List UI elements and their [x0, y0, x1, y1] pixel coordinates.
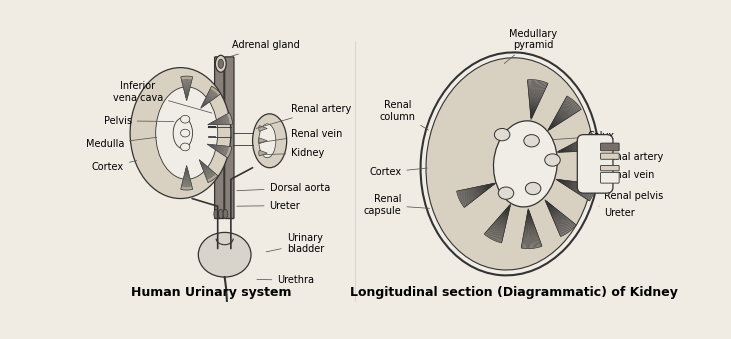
Wedge shape: [181, 165, 193, 190]
Wedge shape: [259, 138, 268, 144]
Wedge shape: [521, 208, 542, 248]
Ellipse shape: [181, 129, 190, 137]
Wedge shape: [208, 113, 232, 125]
Wedge shape: [200, 86, 221, 108]
Ellipse shape: [499, 187, 514, 199]
Text: Longitudinal section (Diagrammatic) of Kidney: Longitudinal section (Diagrammatic) of K…: [350, 286, 678, 299]
FancyBboxPatch shape: [601, 143, 619, 151]
Ellipse shape: [156, 87, 218, 179]
Ellipse shape: [545, 154, 560, 166]
Ellipse shape: [216, 55, 226, 72]
Wedge shape: [457, 183, 496, 207]
Wedge shape: [207, 144, 232, 158]
Ellipse shape: [219, 209, 223, 219]
Text: Renal pelvis: Renal pelvis: [599, 191, 664, 201]
Text: Renal vein: Renal vein: [260, 129, 343, 143]
Ellipse shape: [198, 233, 251, 277]
Text: Urinary
bladder: Urinary bladder: [266, 233, 324, 255]
Text: Urethra: Urethra: [257, 275, 314, 285]
Text: Ureter: Ureter: [599, 206, 635, 218]
Ellipse shape: [173, 118, 192, 148]
Ellipse shape: [218, 59, 224, 68]
Wedge shape: [545, 200, 576, 237]
Text: Cortex: Cortex: [92, 161, 137, 172]
Ellipse shape: [223, 209, 228, 219]
Wedge shape: [556, 179, 596, 201]
Text: Human Urinary system: Human Urinary system: [132, 286, 292, 299]
Text: Ureter: Ureter: [237, 201, 300, 211]
FancyBboxPatch shape: [601, 153, 619, 159]
Ellipse shape: [494, 122, 556, 206]
Text: Inferior
vena cava: Inferior vena cava: [113, 81, 212, 113]
Wedge shape: [484, 204, 511, 243]
Wedge shape: [259, 125, 268, 131]
Text: Renal vein: Renal vein: [598, 163, 654, 180]
Text: Renal
capsule: Renal capsule: [363, 194, 430, 216]
Text: Dorsal aorta: Dorsal aorta: [237, 183, 330, 193]
Ellipse shape: [494, 128, 510, 141]
Text: Cortex: Cortex: [369, 167, 428, 177]
Ellipse shape: [426, 58, 594, 270]
Text: Pelvis: Pelvis: [104, 116, 174, 126]
Ellipse shape: [524, 135, 539, 147]
Ellipse shape: [181, 115, 190, 123]
Text: Renal
column: Renal column: [379, 100, 428, 130]
Wedge shape: [528, 80, 548, 120]
Text: Calyx: Calyx: [539, 131, 614, 141]
Ellipse shape: [214, 209, 219, 219]
Wedge shape: [548, 96, 581, 131]
Text: Renal artery: Renal artery: [256, 104, 352, 128]
Text: Adrenal gland: Adrenal gland: [230, 40, 300, 57]
Wedge shape: [181, 76, 193, 101]
Text: Kidney: Kidney: [264, 148, 325, 158]
Ellipse shape: [253, 114, 287, 168]
FancyBboxPatch shape: [215, 57, 224, 219]
Ellipse shape: [181, 143, 190, 151]
Ellipse shape: [526, 182, 541, 195]
Text: Renal artery: Renal artery: [595, 150, 663, 162]
FancyBboxPatch shape: [601, 165, 619, 171]
Text: Medulla: Medulla: [86, 137, 157, 149]
Wedge shape: [259, 150, 268, 156]
Ellipse shape: [130, 67, 231, 199]
FancyBboxPatch shape: [224, 57, 234, 219]
Wedge shape: [199, 160, 218, 183]
FancyBboxPatch shape: [577, 135, 613, 193]
Ellipse shape: [259, 124, 276, 158]
Ellipse shape: [420, 53, 599, 275]
Ellipse shape: [493, 121, 557, 207]
FancyBboxPatch shape: [601, 172, 619, 183]
Text: Medullary
pyramid: Medullary pyramid: [504, 29, 557, 63]
Wedge shape: [557, 134, 597, 152]
